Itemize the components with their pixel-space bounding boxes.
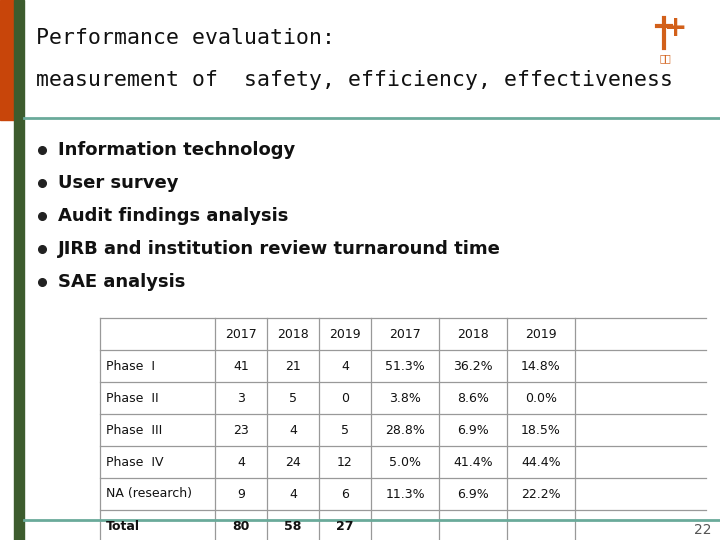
Text: 51.3%: 51.3% — [385, 360, 425, 373]
Text: 4: 4 — [289, 423, 297, 436]
Text: 80: 80 — [233, 519, 250, 532]
Text: 2018: 2018 — [457, 327, 489, 341]
Text: 6.9%: 6.9% — [457, 488, 489, 501]
Text: 6.9%: 6.9% — [457, 423, 489, 436]
Text: 41: 41 — [233, 360, 249, 373]
Text: Performance evaluation:: Performance evaluation: — [36, 28, 335, 48]
Bar — [0, 0, 14, 120]
Text: 6: 6 — [341, 488, 349, 501]
Text: Information technology: Information technology — [58, 141, 295, 159]
Text: 0.0%: 0.0% — [525, 392, 557, 404]
Text: 24: 24 — [285, 456, 301, 469]
Text: 22.2%: 22.2% — [521, 488, 561, 501]
Text: 44.4%: 44.4% — [521, 456, 561, 469]
Text: Phase  III: Phase III — [106, 423, 162, 436]
Text: 2018: 2018 — [277, 327, 309, 341]
Text: Phase  II: Phase II — [106, 392, 158, 404]
Text: 14.8%: 14.8% — [521, 360, 561, 373]
Text: JIRB and institution review turnaround time: JIRB and institution review turnaround t… — [58, 240, 501, 258]
Text: Total: Total — [106, 519, 140, 532]
Text: 3: 3 — [237, 392, 245, 404]
Text: 12: 12 — [337, 456, 353, 469]
Text: 9: 9 — [237, 488, 245, 501]
Text: measurement of  safety, efficiency, effectiveness: measurement of safety, efficiency, effec… — [36, 70, 673, 90]
Text: 22: 22 — [694, 523, 712, 537]
Text: Audit findings analysis: Audit findings analysis — [58, 207, 289, 225]
Text: 8.6%: 8.6% — [457, 392, 489, 404]
Text: 4: 4 — [237, 456, 245, 469]
Text: 41.4%: 41.4% — [453, 456, 492, 469]
Text: 播院: 播院 — [659, 53, 671, 63]
Text: 28.8%: 28.8% — [385, 423, 425, 436]
Text: 27: 27 — [336, 519, 354, 532]
Text: User survey: User survey — [58, 174, 179, 192]
Text: 2017: 2017 — [389, 327, 421, 341]
Text: SAE analysis: SAE analysis — [58, 273, 185, 291]
Text: 5.0%: 5.0% — [389, 456, 421, 469]
Text: 21: 21 — [285, 360, 301, 373]
Text: 4: 4 — [341, 360, 349, 373]
Text: +: + — [665, 14, 688, 42]
Text: 3.8%: 3.8% — [389, 392, 421, 404]
Text: 4: 4 — [289, 488, 297, 501]
Text: ♠: ♠ — [657, 29, 671, 44]
Bar — [24, 0, 720, 118]
Text: 2017: 2017 — [225, 327, 257, 341]
Text: 0: 0 — [341, 392, 349, 404]
Text: 11.3%: 11.3% — [385, 488, 425, 501]
Text: NA (research): NA (research) — [106, 488, 192, 501]
Text: 58: 58 — [284, 519, 302, 532]
Bar — [14, 0, 24, 540]
Text: 2019: 2019 — [329, 327, 361, 341]
Text: 18.5%: 18.5% — [521, 423, 561, 436]
Text: 5: 5 — [289, 392, 297, 404]
Text: 36.2%: 36.2% — [453, 360, 492, 373]
Text: 23: 23 — [233, 423, 249, 436]
Text: 5: 5 — [341, 423, 349, 436]
Bar — [100, 318, 706, 540]
Text: 2019: 2019 — [525, 327, 557, 341]
Text: Phase  IV: Phase IV — [106, 456, 163, 469]
Text: Phase  I: Phase I — [106, 360, 155, 373]
